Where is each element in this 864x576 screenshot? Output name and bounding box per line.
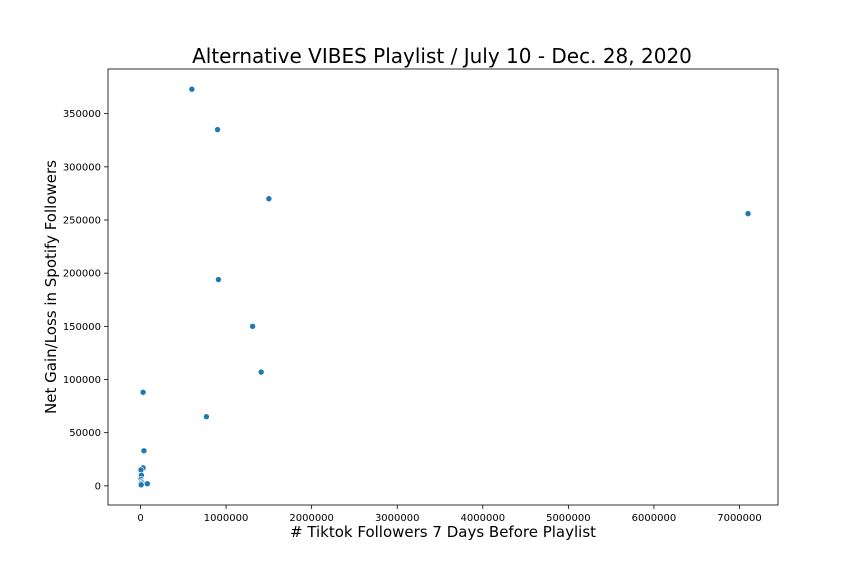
data-point bbox=[215, 276, 222, 283]
x-tick-label: 2000000 bbox=[289, 513, 334, 524]
y-axis-title: Net Gain/Loss in Spotify Followers bbox=[42, 160, 60, 414]
data-point bbox=[139, 388, 147, 396]
data-point bbox=[257, 368, 265, 376]
x-tick-label: 0 bbox=[137, 513, 143, 524]
y-tick-label: 0 bbox=[95, 481, 101, 492]
x-tick-label: 5000000 bbox=[546, 513, 591, 524]
y-tick-label: 150000 bbox=[63, 322, 101, 333]
x-tick-label: 1000000 bbox=[204, 513, 249, 524]
data-point bbox=[249, 323, 256, 330]
x-tick-label: 4000000 bbox=[461, 513, 506, 524]
data-point bbox=[744, 210, 752, 217]
y-tick-label: 100000 bbox=[63, 375, 101, 386]
x-axis-title: # Tiktok Followers 7 Days Before Playlis… bbox=[290, 523, 596, 541]
plot-area-frame bbox=[107, 68, 779, 506]
data-point bbox=[265, 195, 273, 203]
data-point bbox=[137, 481, 145, 489]
x-axis-ticks: 0 1000000 2000000 3000000 4000000 5000000 6000… bbox=[137, 505, 762, 524]
data-point bbox=[140, 447, 148, 455]
y-tick-label: 350000 bbox=[63, 109, 101, 120]
y-tick-label: 300000 bbox=[63, 162, 101, 173]
chart-title: Alternative VIBES Playlist / July 10 - D… bbox=[192, 44, 692, 68]
x-tick-label: 7000000 bbox=[717, 513, 762, 524]
x-tick-label: 3000000 bbox=[375, 513, 420, 524]
y-axis-ticks: 0 50000 100000 150000 200000 250000 300000 3500… bbox=[63, 109, 108, 492]
data-points bbox=[137, 85, 752, 489]
data-point bbox=[214, 126, 221, 133]
data-point bbox=[203, 413, 210, 421]
y-tick-label: 50000 bbox=[69, 428, 101, 439]
x-tick-label: 6000000 bbox=[632, 513, 677, 524]
y-tick-label: 200000 bbox=[63, 269, 101, 280]
y-tick-label: 250000 bbox=[63, 216, 101, 227]
data-point bbox=[144, 480, 151, 488]
data-point bbox=[188, 85, 196, 93]
